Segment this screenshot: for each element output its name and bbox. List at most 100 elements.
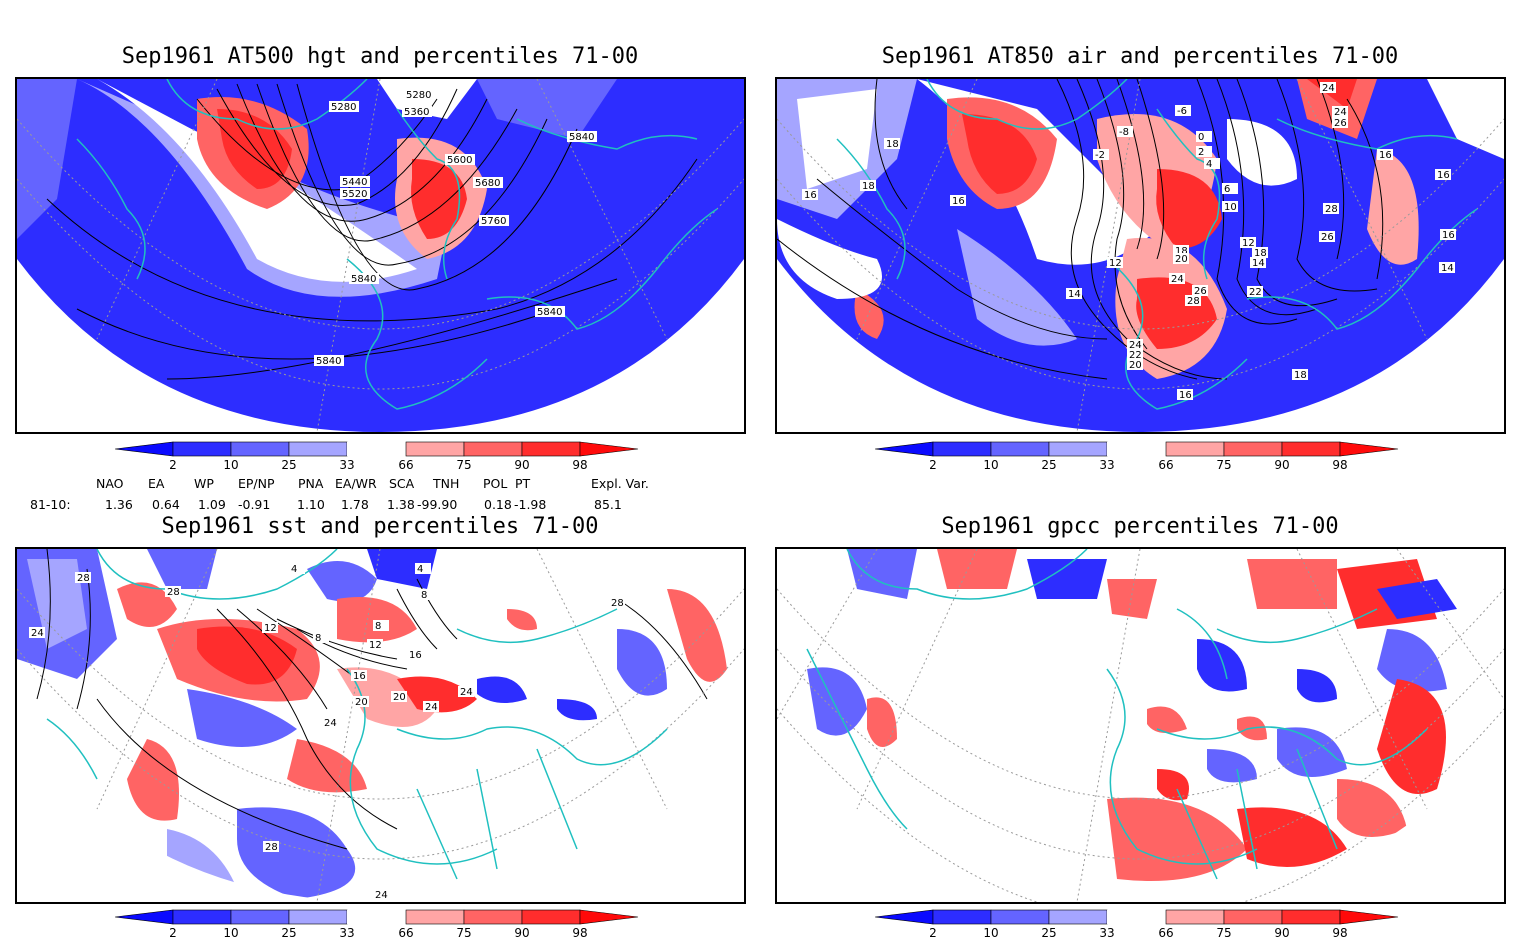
contour-label: 4	[1206, 159, 1212, 170]
contour-label: 22	[1129, 350, 1142, 361]
colorbar-segment	[1223, 909, 1283, 925]
colorbar-tick-label: 2	[929, 458, 937, 472]
contour-label: 5360	[404, 107, 429, 118]
colorbar-tick-label: 2	[169, 458, 177, 472]
contour-label: 24	[31, 628, 44, 639]
contour-label: 20	[1129, 360, 1142, 371]
colorbar-tick-label: 75	[1216, 926, 1231, 940]
contour-label: 5520	[342, 189, 367, 200]
index-header: PNA	[298, 476, 324, 491]
contour-label: 4	[417, 564, 423, 575]
colorbar-tick-label: 10	[983, 926, 998, 940]
colorbar-top-left: 2 10 25 33 66 75 90 98	[115, 441, 639, 472]
colorbar-tick-label: 2	[929, 926, 937, 940]
index-header: PT	[515, 476, 531, 491]
index-header: EA	[148, 476, 165, 491]
colorbar-tick-label: 10	[983, 458, 998, 472]
index-value: -0.91	[238, 497, 271, 512]
colorbar-bottom-left: 2 10 25 33 66 75 90 98	[115, 909, 639, 940]
contour-label: 24	[375, 890, 388, 901]
colorbar-tick-label: 33	[1099, 926, 1114, 940]
colorbar-segment	[115, 441, 174, 457]
colorbar-tick-label: 25	[281, 926, 296, 940]
index-value: -99.90	[417, 497, 458, 512]
contour-label: -8	[1119, 127, 1129, 138]
colorbar-segment	[463, 909, 523, 925]
colorbar-segment	[932, 909, 992, 925]
contour-label: 26	[1334, 118, 1347, 129]
colorbar-tick-label: 33	[339, 458, 354, 472]
contour-label: 12	[264, 623, 277, 634]
colorbar-tick-label: 98	[1332, 926, 1347, 940]
contour-label: 26	[1321, 232, 1334, 243]
colorbar-top-right: 2 10 25 33 66 75 90 98	[875, 441, 1399, 472]
index-value: 1.09	[198, 497, 226, 512]
colorbar-segment	[875, 441, 934, 457]
contour-label: 5840	[316, 356, 341, 367]
contour-label: 28	[1187, 296, 1200, 307]
colorbar-segment	[347, 910, 406, 924]
colorbar-tick-label: 90	[514, 926, 529, 940]
colorbar-segment	[405, 909, 465, 925]
colorbar-tick-label: 66	[398, 458, 413, 472]
contour-label: 10	[1224, 202, 1237, 213]
contour-label: 18	[886, 139, 899, 150]
contour-label: 20	[355, 697, 368, 708]
colorbar-segment	[990, 441, 1050, 457]
contour-label: 12	[369, 640, 382, 651]
colorbar-segment	[347, 442, 406, 456]
colorbar-segment	[1048, 441, 1108, 457]
contour-label: 28	[1325, 204, 1338, 215]
colorbar-tick-label: 33	[339, 926, 354, 940]
contour-label: -6	[1177, 106, 1187, 117]
contour-label: 24	[460, 687, 473, 698]
index-value: 1.36	[105, 497, 133, 512]
colorbar-tick-label: 25	[1041, 926, 1056, 940]
contour-label: 28	[167, 587, 180, 598]
contour-label: 5840	[537, 307, 562, 318]
colorbar-segment	[1107, 910, 1166, 924]
panel-title-p2: Sep1961 AT850 air and percentiles 71-00	[881, 44, 1399, 69]
contour-label: 5840	[351, 274, 376, 285]
colorbar-tick-label: 33	[1099, 458, 1114, 472]
contour-label: 16	[353, 671, 366, 682]
contour-label: 18	[862, 181, 875, 192]
colorbar-segment	[1048, 909, 1108, 925]
colorbar-segment	[172, 909, 232, 925]
index-value: 1.78	[341, 497, 369, 512]
index-value: 1.10	[297, 497, 325, 512]
colorbar-segment	[230, 909, 290, 925]
contour-label: 18	[1294, 370, 1307, 381]
index-value: 0.64	[152, 497, 180, 512]
colorbar-segment	[579, 441, 639, 457]
colorbar-tick-label: 75	[456, 458, 471, 472]
colorbar-segment	[1339, 441, 1399, 457]
index-header: WP	[194, 476, 214, 491]
contour-label: 2	[1198, 147, 1204, 158]
contour-label: 14	[1441, 263, 1454, 274]
contour-label: 5280	[406, 90, 431, 101]
contour-label: 8	[421, 590, 427, 601]
colorbar-tick-label: 66	[1158, 458, 1173, 472]
map-panel-gpcc	[775, 547, 1506, 904]
panel-title-p4: Sep1961 gpcc percentiles 71-00	[941, 514, 1339, 539]
contour-label: 18	[1175, 246, 1188, 257]
contour-label: 28	[265, 842, 278, 853]
contour-label: 24	[324, 718, 337, 729]
contour-label: 16	[804, 190, 817, 201]
colorbar-tick-label: 75	[456, 926, 471, 940]
contour-label: 5280	[331, 102, 356, 113]
colorbar-segment	[1107, 442, 1166, 456]
contour-label: -2	[1095, 150, 1105, 161]
colorbar-segment	[1339, 909, 1399, 925]
colorbar-tick-label: 10	[223, 926, 238, 940]
contour-label: 24	[1334, 107, 1347, 118]
colorbar-segment	[115, 909, 174, 925]
colorbar-segment	[1165, 909, 1225, 925]
index-header: EA/WR	[335, 476, 377, 491]
colorbar-tick-label: 25	[281, 458, 296, 472]
contour-label: 14	[1252, 258, 1265, 269]
contour-label: 22	[1249, 287, 1262, 298]
contour-label: 5760	[481, 216, 506, 227]
contour-label: 5440	[342, 177, 367, 188]
